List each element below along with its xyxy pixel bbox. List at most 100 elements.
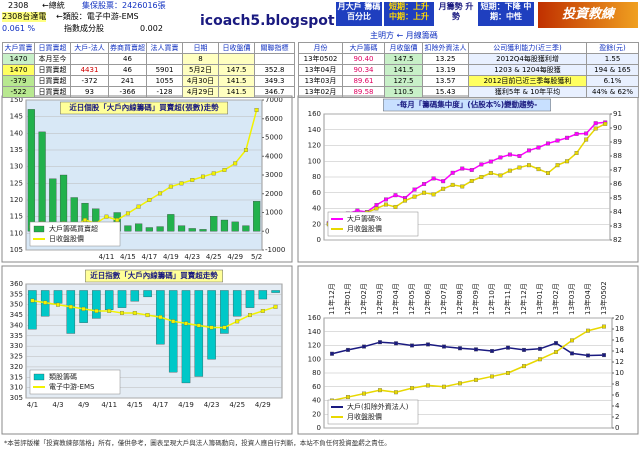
bar bbox=[66, 290, 76, 334]
y2-tick-label: 90 bbox=[613, 124, 622, 132]
marker bbox=[374, 206, 379, 211]
bar bbox=[258, 290, 268, 300]
marker bbox=[94, 308, 99, 313]
bar bbox=[130, 290, 140, 302]
data-table: 月份 大戶籌碼 月收盤價 扣除外資法人 公司獲利能力(近三季) 盈餘(元) 13年0502 9… bbox=[298, 42, 639, 98]
y2-tick-label: 20 bbox=[615, 314, 624, 322]
marker bbox=[527, 148, 531, 153]
y2-tick-label: 82 bbox=[613, 236, 622, 244]
marker bbox=[147, 198, 152, 202]
x-tick-label: 4/1 bbox=[27, 401, 38, 409]
y2-tick-label: 4000 bbox=[265, 152, 283, 160]
cell bbox=[146, 53, 183, 65]
cell: 6.1% bbox=[586, 75, 639, 87]
y-tick-label: 0 bbox=[317, 424, 321, 432]
bar bbox=[253, 201, 261, 232]
marker bbox=[346, 347, 350, 352]
marker bbox=[168, 184, 173, 189]
box-month: 月大戶 籌碼百分比 bbox=[336, 2, 382, 26]
cell: 1.55 bbox=[586, 53, 639, 65]
legend-label: 大戶(扣除外資法人) bbox=[347, 402, 409, 411]
header-cell: 日期 bbox=[182, 42, 219, 54]
row: 1470 日買賣超 4431 46 5901 5月2日 147.5 352.8 bbox=[2, 64, 295, 76]
y-tick-label: 100 bbox=[308, 355, 321, 363]
marker bbox=[374, 203, 379, 207]
marker bbox=[30, 298, 35, 303]
cell: 127.5 bbox=[384, 75, 423, 87]
marker bbox=[384, 202, 388, 207]
x-tick-label: 4/19 bbox=[163, 253, 179, 261]
cell: 4月29日 bbox=[182, 86, 219, 98]
marker bbox=[460, 184, 465, 189]
site: icoach5.blogspot.com bbox=[200, 13, 373, 29]
title-box bbox=[383, 98, 551, 112]
marker bbox=[460, 166, 465, 171]
cell: 46 bbox=[108, 53, 147, 65]
x-tick-label: 12年12月 bbox=[519, 283, 528, 315]
y2-tick-label: 85 bbox=[613, 194, 622, 202]
cell: 90.40 bbox=[342, 53, 385, 65]
bar bbox=[199, 229, 207, 232]
bar bbox=[271, 290, 280, 293]
marker bbox=[273, 304, 278, 309]
x-tick-label: 12年10月 bbox=[487, 283, 496, 315]
cell: 獲利5年 & 10年平均 bbox=[468, 86, 587, 98]
cell: 93 bbox=[70, 86, 109, 98]
marker bbox=[479, 175, 484, 179]
cell: 2012目前已近三季每股獲利 bbox=[468, 75, 587, 87]
header-cell: 日買賣超 bbox=[34, 42, 71, 54]
cell: 日買賣超 bbox=[34, 75, 71, 87]
marker bbox=[517, 165, 522, 170]
y2-tick-label: 7000 bbox=[265, 96, 283, 104]
y-tick-label: 120 bbox=[10, 196, 23, 204]
line bbox=[331, 341, 605, 357]
y-tick-label: 160 bbox=[308, 314, 321, 322]
bar bbox=[245, 290, 255, 308]
legend-label: 大戶籌碼買賣超 bbox=[49, 224, 98, 233]
title-box bbox=[85, 269, 223, 283]
stock-name: 2308台達電 bbox=[2, 12, 47, 22]
cell: 5901 bbox=[146, 64, 183, 76]
marker bbox=[260, 308, 265, 313]
marker bbox=[190, 178, 195, 182]
marker bbox=[422, 190, 427, 195]
bar bbox=[220, 290, 229, 334]
row: 13年0502 90.40 147.5 13.25 2012Q4每股獲利增 1.55 bbox=[298, 53, 639, 65]
cell: 89.58 bbox=[342, 86, 385, 98]
marker bbox=[362, 344, 366, 349]
shares: 集保股票：2426016張 bbox=[82, 1, 166, 10]
marker bbox=[507, 152, 512, 157]
line bbox=[331, 325, 605, 402]
x-tick-label: 4/19 bbox=[178, 401, 194, 409]
cell: 46 bbox=[108, 64, 147, 76]
bar bbox=[92, 290, 101, 319]
y2-tick-label: 89 bbox=[613, 138, 622, 146]
cell: 147.5 bbox=[384, 53, 423, 65]
marker bbox=[490, 349, 494, 353]
marker bbox=[584, 131, 589, 136]
marker bbox=[431, 176, 436, 181]
cell: 349.3 bbox=[254, 75, 295, 87]
bar bbox=[27, 109, 35, 232]
bar bbox=[188, 228, 196, 232]
cell: 2012Q4每股獲利增 bbox=[468, 53, 587, 65]
legend-swatch bbox=[33, 225, 45, 233]
marker bbox=[586, 328, 590, 333]
marker bbox=[488, 171, 493, 176]
x-tick-label: 13年0502 bbox=[599, 281, 608, 315]
x-tick-label: 4/17 bbox=[141, 253, 157, 261]
bar bbox=[28, 290, 37, 330]
cell: 13年03月 bbox=[298, 75, 343, 87]
marker bbox=[441, 179, 446, 184]
marker bbox=[394, 341, 398, 346]
marker bbox=[517, 154, 522, 158]
cell: -372 bbox=[70, 75, 109, 87]
y-tick-label: 40 bbox=[312, 205, 321, 213]
y2-tick-label: 3000 bbox=[265, 171, 283, 179]
marker bbox=[378, 340, 382, 345]
marker bbox=[570, 338, 574, 343]
legend-swatch bbox=[33, 373, 45, 381]
x-tick-label: 12年04月 bbox=[391, 283, 400, 315]
marker bbox=[68, 304, 73, 309]
marker bbox=[507, 168, 512, 173]
